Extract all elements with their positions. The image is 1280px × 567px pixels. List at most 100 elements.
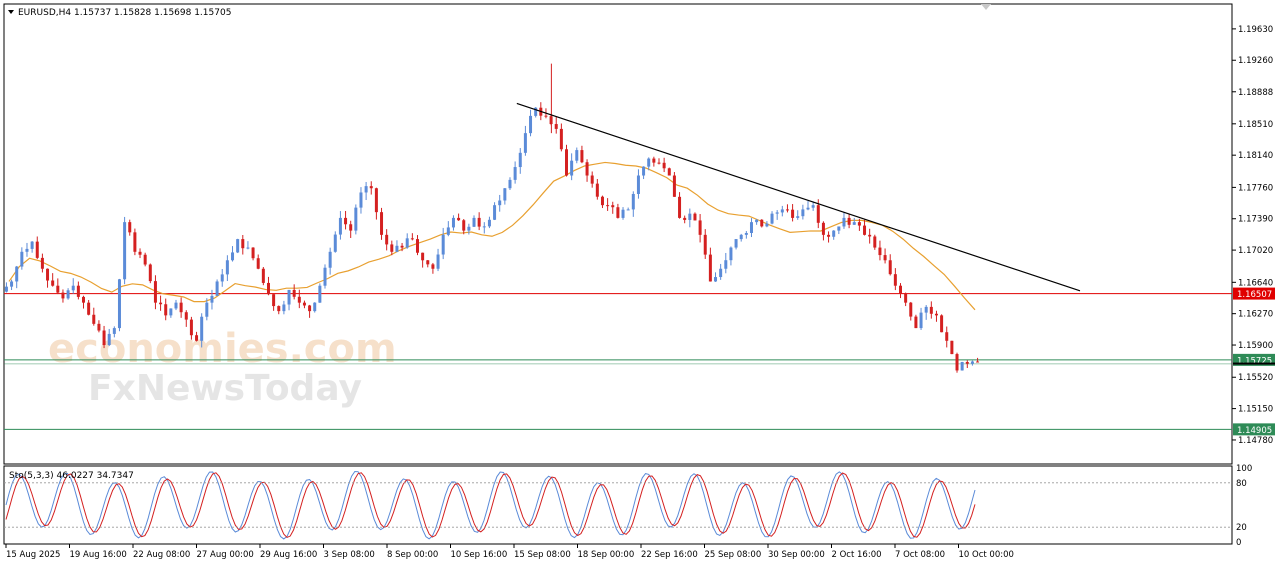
candle-body[interactable]: [791, 209, 795, 218]
symbol-dropdown-icon[interactable]: [8, 10, 14, 14]
candle-body[interactable]: [698, 220, 702, 235]
candle-body[interactable]: [308, 305, 312, 312]
candle-body[interactable]: [369, 186, 373, 189]
candle-body[interactable]: [626, 209, 630, 211]
candle-body[interactable]: [950, 340, 954, 355]
candles[interactable]: [4, 63, 980, 373]
candle-body[interactable]: [364, 186, 368, 193]
candle-body[interactable]: [46, 268, 50, 281]
candle-body[interactable]: [421, 252, 425, 261]
candle-body[interactable]: [811, 205, 815, 208]
candle-body[interactable]: [256, 258, 260, 269]
candle-body[interactable]: [816, 205, 820, 223]
candle-body[interactable]: [893, 274, 897, 286]
candle-body[interactable]: [153, 281, 157, 303]
candle-body[interactable]: [729, 247, 733, 261]
trendline-group[interactable]: [516, 102, 1081, 292]
candle-body[interactable]: [97, 323, 101, 331]
scroll-marker-icon[interactable]: [981, 4, 991, 10]
candle-body[interactable]: [143, 254, 147, 265]
candle-body[interactable]: [451, 217, 455, 228]
candle-body[interactable]: [688, 213, 692, 220]
candle-body[interactable]: [426, 260, 430, 265]
candle-body[interactable]: [508, 179, 512, 189]
candle-body[interactable]: [878, 247, 882, 256]
candle-body[interactable]: [231, 252, 235, 261]
candle-body[interactable]: [210, 295, 214, 303]
candle-body[interactable]: [513, 167, 517, 180]
candle-body[interactable]: [929, 306, 933, 314]
candle-body[interactable]: [683, 217, 687, 220]
candle-body[interactable]: [328, 251, 332, 268]
candle-body[interactable]: [724, 260, 728, 269]
candle-body[interactable]: [909, 302, 913, 317]
candle-body[interactable]: [4, 286, 8, 292]
candle-body[interactable]: [760, 219, 764, 227]
candle-body[interactable]: [657, 162, 661, 164]
candle-body[interactable]: [611, 205, 615, 208]
candle-body[interactable]: [570, 160, 574, 176]
candle-body[interactable]: [333, 234, 337, 252]
candle-body[interactable]: [400, 245, 404, 248]
candle-body[interactable]: [904, 293, 908, 303]
candle-body[interactable]: [970, 361, 974, 364]
candle-body[interactable]: [467, 226, 471, 231]
candle-body[interactable]: [863, 225, 867, 235]
candle-body[interactable]: [241, 239, 245, 249]
candle-body[interactable]: [955, 354, 959, 371]
candle-body[interactable]: [600, 196, 604, 206]
candle-body[interactable]: [82, 296, 86, 303]
candle-body[interactable]: [138, 251, 142, 255]
candle-body[interactable]: [744, 232, 748, 235]
candle-body[interactable]: [189, 319, 193, 336]
candle-body[interactable]: [821, 222, 825, 235]
candle-body[interactable]: [924, 306, 928, 313]
candle-body[interactable]: [647, 158, 651, 167]
candle-body[interactable]: [395, 245, 399, 252]
candle-body[interactable]: [76, 285, 80, 297]
candle-body[interactable]: [251, 247, 255, 259]
candle-body[interactable]: [667, 168, 671, 176]
candle-body[interactable]: [585, 162, 589, 176]
candle-body[interactable]: [965, 361, 969, 364]
candle-body[interactable]: [888, 260, 892, 275]
candle-body[interactable]: [200, 316, 204, 341]
candle-body[interactable]: [482, 226, 486, 228]
candle-body[interactable]: [56, 285, 60, 293]
candle-body[interactable]: [35, 241, 39, 258]
candle-body[interactable]: [852, 222, 856, 225]
candle-body[interactable]: [446, 227, 450, 235]
candle-body[interactable]: [554, 124, 558, 129]
candle-body[interactable]: [272, 294, 276, 307]
candle-body[interactable]: [734, 239, 738, 248]
candle-body[interactable]: [616, 207, 620, 218]
candle-body[interactable]: [159, 302, 163, 305]
candle-body[interactable]: [323, 267, 327, 286]
candle-body[interactable]: [174, 302, 178, 309]
candle-body[interactable]: [503, 188, 507, 201]
candle-body[interactable]: [297, 296, 301, 303]
candle-body[interactable]: [801, 209, 805, 217]
candle-body[interactable]: [518, 152, 522, 168]
candle-body[interactable]: [678, 196, 682, 218]
candle-body[interactable]: [544, 115, 548, 117]
candle-body[interactable]: [606, 205, 610, 207]
candle-body[interactable]: [436, 254, 440, 269]
candle-body[interactable]: [87, 302, 91, 315]
candle-body[interactable]: [842, 217, 846, 227]
candle-body[interactable]: [914, 316, 918, 329]
candle-body[interactable]: [595, 183, 599, 197]
candle-body[interactable]: [15, 266, 19, 282]
candle-body[interactable]: [66, 290, 70, 299]
candle-body[interactable]: [523, 133, 527, 153]
candle-body[interactable]: [775, 212, 779, 214]
candle-body[interactable]: [580, 150, 584, 163]
candle-body[interactable]: [565, 149, 569, 176]
candle-body[interactable]: [837, 226, 841, 231]
candle-body[interactable]: [148, 264, 152, 282]
candle-body[interactable]: [719, 268, 723, 278]
candle-body[interactable]: [431, 264, 435, 269]
candle-body[interactable]: [338, 217, 342, 235]
candle-body[interactable]: [195, 335, 199, 341]
